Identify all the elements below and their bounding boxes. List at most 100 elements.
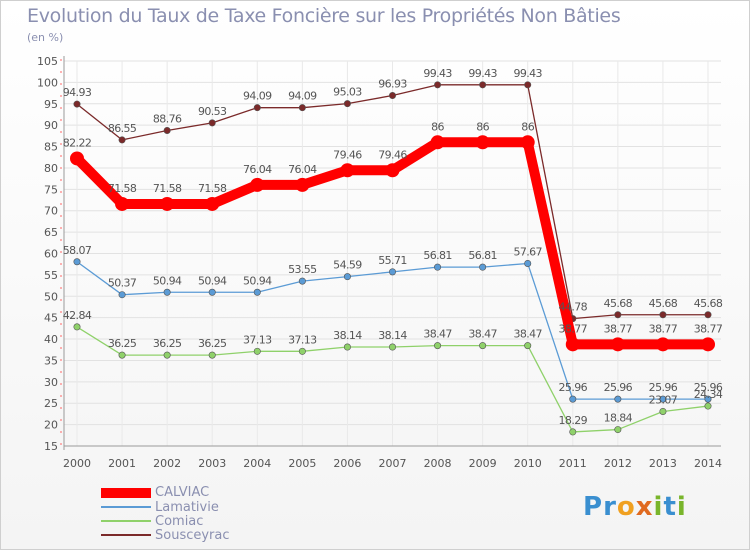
point-sousceyrac-2010 <box>524 81 532 89</box>
legend-swatch-sousceyrac <box>101 534 151 536</box>
data-label-lamativie-2007: 55.71 <box>378 254 407 267</box>
data-label-comiac-2007: 38.14 <box>378 329 407 342</box>
point-lamativie-2001 <box>118 291 126 299</box>
data-label-comiac-2013: 23.07 <box>649 393 678 406</box>
data-label-calviac-2010: 86 <box>521 120 534 133</box>
y-tick-label-25: 25 <box>44 397 58 410</box>
y-tick-label-105: 105 <box>37 55 58 68</box>
point-sousceyrac-2009 <box>479 81 487 89</box>
point-comiac-2002 <box>163 351 171 359</box>
point-comiac-2005 <box>298 347 306 355</box>
y-tick-label-15: 15 <box>44 440 58 453</box>
point-calviac-2010 <box>520 135 535 150</box>
point-lamativie-2000 <box>73 258 81 266</box>
point-calviac-2012 <box>610 337 625 352</box>
logo-letter: i <box>653 492 664 522</box>
point-lamativie-2004 <box>253 288 261 296</box>
data-label-sousceyrac-2011: 44.78 <box>559 301 588 314</box>
point-comiac-2006 <box>343 343 351 351</box>
point-comiac-2003 <box>208 351 216 359</box>
data-label-sousceyrac-2004: 94.09 <box>243 90 272 103</box>
legend-label-comiac: Comiac <box>155 514 204 529</box>
y-tick-label-40: 40 <box>44 333 58 346</box>
point-comiac-2008 <box>434 342 442 350</box>
y-tick-label-95: 95 <box>44 98 58 111</box>
data-label-calviac-2008: 86 <box>431 120 444 133</box>
data-label-sousceyrac-2010: 99.43 <box>513 67 542 80</box>
point-lamativie-2003 <box>208 288 216 296</box>
data-label-sousceyrac-2008: 99.43 <box>423 67 452 80</box>
data-label-calviac-2006: 79.46 <box>333 148 362 161</box>
x-tick-label-2002: 2002 <box>153 457 181 470</box>
point-calviac-2009 <box>475 135 490 150</box>
legend-swatch-comiac <box>101 520 151 522</box>
logo-letter: t <box>663 492 677 522</box>
legend-swatch-lamativie <box>101 506 151 508</box>
point-sousceyrac-2002 <box>163 126 171 134</box>
point-lamativie-2014 <box>704 395 712 403</box>
point-lamativie-2011 <box>569 395 577 403</box>
logo-letter: o <box>616 492 636 522</box>
y-tick-label-80: 80 <box>44 162 58 175</box>
point-comiac-2013 <box>659 407 667 415</box>
data-label-sousceyrac-2014: 45.68 <box>694 297 723 310</box>
logo-letter: x <box>635 492 654 522</box>
data-label-comiac-2010: 38.47 <box>513 328 542 341</box>
y-tick-label-70: 70 <box>44 205 58 218</box>
data-label-sousceyrac-2013: 45.68 <box>649 297 678 310</box>
legend-label-lamativie: Lamativie <box>155 500 219 515</box>
x-tick-label-2003: 2003 <box>198 457 226 470</box>
data-label-lamativie-2002: 50.94 <box>153 274 182 287</box>
point-comiac-2004 <box>253 347 261 355</box>
y-tick-label-100: 100 <box>37 76 58 89</box>
y-tick-label-90: 90 <box>44 119 58 132</box>
x-tick-label-2007: 2007 <box>379 457 407 470</box>
data-label-sousceyrac-2000: 94.93 <box>63 86 92 99</box>
chart-subtitle: (en %) <box>27 31 64 44</box>
y-tick-label-30: 30 <box>44 376 58 389</box>
legend-swatch-calviac <box>101 488 151 498</box>
point-lamativie-2006 <box>343 273 351 281</box>
data-label-comiac-2011: 18.29 <box>559 414 588 427</box>
point-comiac-2010 <box>524 342 532 350</box>
logo-letter: i <box>676 492 687 522</box>
point-calviac-2011 <box>565 337 580 352</box>
data-label-calviac-2007: 79.46 <box>378 148 407 161</box>
data-label-sousceyrac-2003: 90.53 <box>198 105 227 118</box>
data-label-lamativie-2006: 54.59 <box>333 259 362 272</box>
point-sousceyrac-2007 <box>388 92 396 100</box>
point-sousceyrac-2014 <box>704 311 712 319</box>
data-label-comiac-2003: 36.25 <box>198 337 227 350</box>
data-label-sousceyrac-2005: 94.09 <box>288 90 317 103</box>
logo-letter: P <box>583 492 604 522</box>
point-calviac-2003 <box>205 196 220 211</box>
point-comiac-2000 <box>73 323 81 331</box>
data-label-lamativie-2011: 25.96 <box>559 381 588 394</box>
point-comiac-2012 <box>614 426 622 434</box>
x-tick-label-2014: 2014 <box>694 457 722 470</box>
logo-letter: r <box>603 492 617 522</box>
x-tick-label-2013: 2013 <box>649 457 677 470</box>
point-calviac-2006 <box>340 163 355 178</box>
y-tick-label-85: 85 <box>44 141 58 154</box>
data-label-calviac-2005: 76.04 <box>288 163 317 176</box>
data-label-comiac-2008: 38.47 <box>423 328 452 341</box>
point-lamativie-2002 <box>163 288 171 296</box>
y-tick-label-50: 50 <box>44 290 58 303</box>
point-lamativie-2008 <box>434 263 442 271</box>
data-label-calviac-2009: 86 <box>476 120 489 133</box>
point-calviac-2013 <box>655 337 670 352</box>
data-label-calviac-2003: 71.58 <box>198 182 227 195</box>
x-tick-label-2012: 2012 <box>604 457 632 470</box>
x-tick-label-2000: 2000 <box>63 457 91 470</box>
point-calviac-2014 <box>701 337 715 352</box>
legend-label-calviac: CALVIAC <box>155 485 210 500</box>
point-lamativie-2010 <box>524 259 532 267</box>
data-label-calviac-2002: 71.58 <box>153 182 182 195</box>
data-label-comiac-2006: 38.14 <box>333 329 362 342</box>
point-calviac-2008 <box>430 135 445 150</box>
data-label-lamativie-2009: 56.81 <box>468 249 497 262</box>
point-sousceyrac-2001 <box>118 136 126 144</box>
data-label-calviac-2004: 76.04 <box>243 163 272 176</box>
